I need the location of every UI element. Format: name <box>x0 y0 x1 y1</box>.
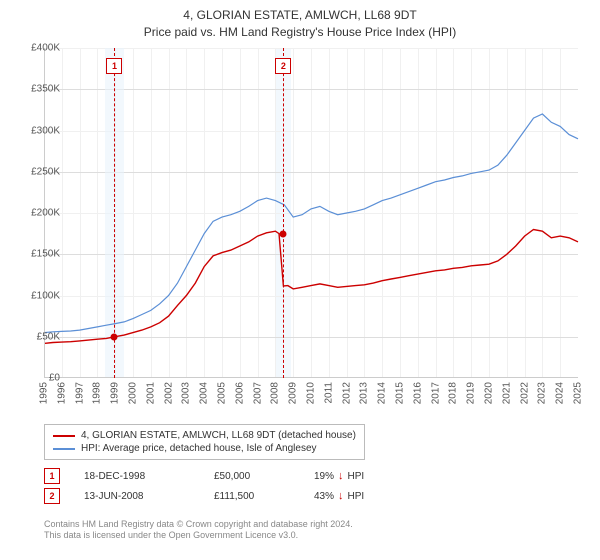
x-axis-label: 2014 <box>377 382 388 404</box>
x-axis-label: 2017 <box>430 382 441 404</box>
x-axis-label: 2005 <box>217 382 228 404</box>
x-axis-label: 2007 <box>252 382 263 404</box>
x-axis-label: 2016 <box>412 382 423 404</box>
legend-swatch <box>53 448 75 450</box>
x-axis-label: 2001 <box>145 382 156 404</box>
x-axis-label: 2021 <box>501 382 512 404</box>
series-line-price_paid <box>44 230 578 344</box>
event-number-box: 2 <box>44 488 60 504</box>
x-axis-label: 2009 <box>288 382 299 404</box>
x-axis-label: 2018 <box>448 382 459 404</box>
x-axis-label: 1998 <box>92 382 103 404</box>
y-axis-label: £50K <box>37 331 60 342</box>
x-axis-label: 1997 <box>74 382 85 404</box>
event-price: £111,500 <box>214 491 314 502</box>
x-axis-label: 2006 <box>234 382 245 404</box>
y-axis-label: £150K <box>31 249 60 260</box>
chart-plot-area: 12 <box>44 48 578 378</box>
legend-box: 4, GLORIAN ESTATE, AMLWCH, LL68 9DT (det… <box>44 424 365 460</box>
event-delta-pct: 19% <box>314 471 334 482</box>
chart-subtitle: Price paid vs. HM Land Registry's House … <box>0 22 600 39</box>
x-axis-label: 2020 <box>484 382 495 404</box>
event-marker-line <box>114 48 115 378</box>
event-table: 1 18-DEC-1998£50,00019% ↓ HPI 2 13-JUN-2008£1… <box>44 466 364 506</box>
event-price: £50,000 <box>214 471 314 482</box>
x-axis-label: 2022 <box>519 382 530 404</box>
chart-title-address: 4, GLORIAN ESTATE, AMLWCH, LL68 9DT <box>0 0 600 22</box>
x-axis-label: 2015 <box>395 382 406 404</box>
x-axis-label: 1995 <box>39 382 50 404</box>
y-axis-label: £300K <box>31 125 60 136</box>
x-axis-label: 2008 <box>270 382 281 404</box>
x-axis-label: 2013 <box>359 382 370 404</box>
y-axis-label: £100K <box>31 290 60 301</box>
x-axis-line <box>44 377 578 378</box>
event-marker-number: 1 <box>106 58 122 74</box>
x-axis-label: 2002 <box>163 382 174 404</box>
legend-item: 4, GLORIAN ESTATE, AMLWCH, LL68 9DT (det… <box>53 429 356 442</box>
event-date: 13-JUN-2008 <box>84 491 214 502</box>
chart-lines-svg <box>44 48 578 378</box>
event-date: 18-DEC-1998 <box>84 471 214 482</box>
y-axis-label: £350K <box>31 84 60 95</box>
event-delta-pct: 43% <box>314 491 334 502</box>
x-axis-label: 2003 <box>181 382 192 404</box>
series-line-hpi <box>44 114 578 333</box>
footer-attribution: Contains HM Land Registry data © Crown c… <box>44 519 353 542</box>
event-row: 1 18-DEC-1998£50,00019% ↓ HPI <box>44 466 364 486</box>
x-axis-label: 2011 <box>323 382 334 404</box>
event-row: 2 13-JUN-2008£111,50043% ↓ HPI <box>44 486 364 506</box>
event-delta-vs: HPI <box>348 471 365 482</box>
y-axis-label: £250K <box>31 166 60 177</box>
event-marker-dot <box>280 230 287 237</box>
event-marker-dot <box>111 333 118 340</box>
arrow-down-icon: ↓ <box>338 470 344 482</box>
event-marker-number: 2 <box>275 58 291 74</box>
event-marker-line <box>283 48 284 378</box>
x-axis-label: 2010 <box>306 382 317 404</box>
footer-line2: This data is licensed under the Open Gov… <box>44 530 353 542</box>
x-axis-label: 2000 <box>128 382 139 404</box>
event-delta: 19% ↓ HPI <box>314 470 364 482</box>
event-delta: 43% ↓ HPI <box>314 490 364 502</box>
x-axis-label: 2023 <box>537 382 548 404</box>
footer-line1: Contains HM Land Registry data © Crown c… <box>44 519 353 531</box>
event-delta-vs: HPI <box>348 491 365 502</box>
x-axis-label: 1996 <box>56 382 67 404</box>
x-axis-label: 2012 <box>341 382 352 404</box>
y-axis-label: £200K <box>31 208 60 219</box>
arrow-down-icon: ↓ <box>338 490 344 502</box>
legend-item: HPI: Average price, detached house, Isle… <box>53 442 356 455</box>
x-axis-label: 2004 <box>199 382 210 404</box>
legend-label: 4, GLORIAN ESTATE, AMLWCH, LL68 9DT (det… <box>81 430 356 441</box>
legend-label: HPI: Average price, detached house, Isle… <box>81 443 317 454</box>
x-axis-label: 2025 <box>573 382 584 404</box>
event-number-box: 1 <box>44 468 60 484</box>
x-axis-label: 1999 <box>110 382 121 404</box>
x-axis-label: 2019 <box>466 382 477 404</box>
x-axis-label: 2024 <box>555 382 566 404</box>
y-axis-label: £400K <box>31 43 60 54</box>
legend-swatch <box>53 435 75 437</box>
